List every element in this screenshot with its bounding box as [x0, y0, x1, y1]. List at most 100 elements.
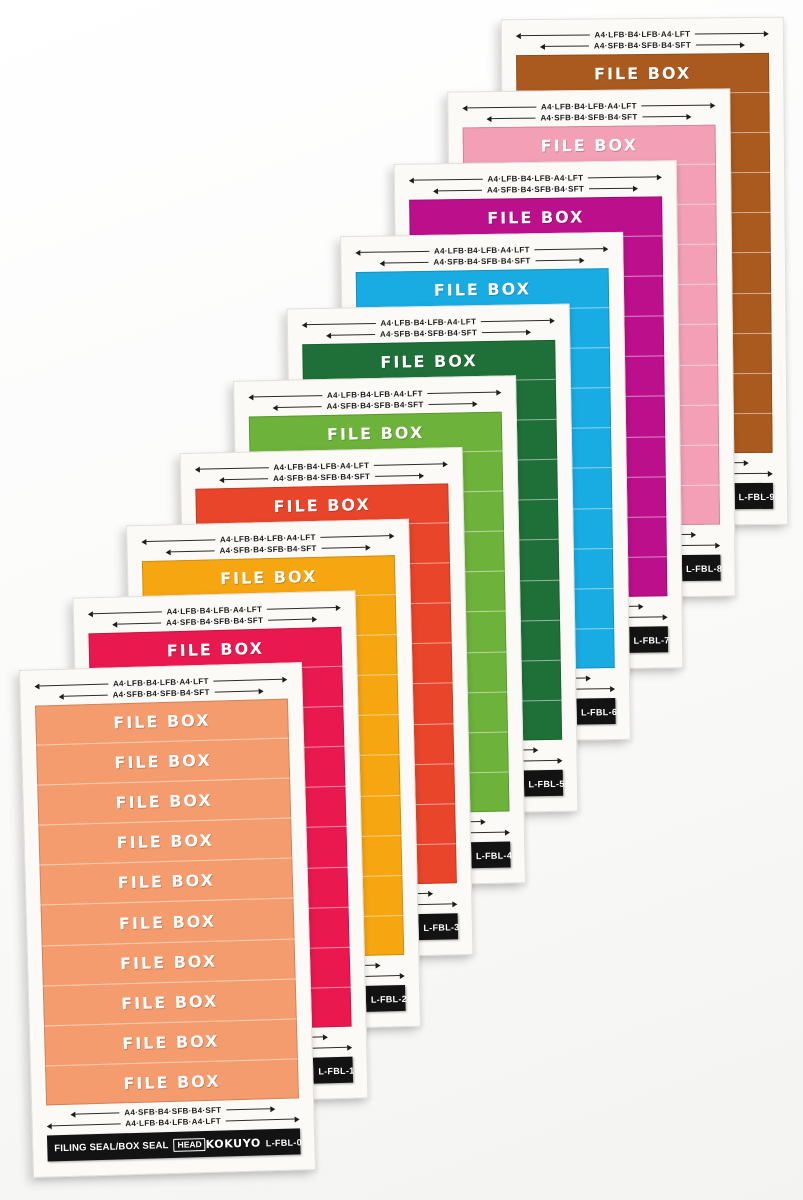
size-guide-top-short: A4·SFB·B4·SFB·B4·SFT	[486, 111, 692, 124]
guide-line	[75, 1112, 120, 1115]
guide-line	[384, 261, 429, 264]
size-guide-text: A4·SFB·B4·SFB·B4·SFT	[165, 615, 264, 627]
file-box-label: FILE BOX	[594, 63, 692, 84]
size-guide-text: A4·LFB·B4·LFB·A4·LFT	[380, 316, 477, 328]
label-block: FILE BOX FILE BOX FILE BOX FILE BOX FILE…	[34, 698, 300, 1106]
guide-line	[544, 45, 589, 47]
arrow-right-icon	[610, 685, 616, 692]
guide-line	[360, 250, 429, 253]
file-box-label: FILE BOX	[540, 135, 638, 156]
guide-line	[213, 678, 283, 682]
file-box-label: FILE BOX	[119, 951, 218, 973]
arrow-right-icon	[549, 317, 555, 324]
size-guide-text: A4·SFB·B4·SFB·B4·SFT	[593, 40, 692, 50]
file-box-label: FILE BOX	[118, 911, 217, 933]
guide-line	[427, 391, 497, 395]
file-box-label: FILE BOX	[115, 790, 214, 813]
guide-line	[374, 463, 443, 466]
arrow-right-icon	[579, 256, 585, 264]
guide-line	[535, 259, 580, 262]
arrow-right-icon	[428, 890, 434, 897]
label-row: FILE BOX	[45, 1059, 299, 1105]
guide-line	[51, 1123, 121, 1127]
arrow-right-icon	[419, 472, 425, 479]
guide-line	[481, 319, 550, 323]
guide-line	[170, 550, 215, 553]
file-box-label: FILE BOX	[120, 991, 219, 1014]
guide-line	[589, 187, 634, 190]
brand-logo: KOKUYO	[205, 1135, 262, 1151]
product-code: L-FBL-3	[423, 921, 460, 933]
guide-line	[321, 546, 366, 549]
product-code: L-FBL-9	[738, 491, 775, 502]
label-row: FILE BOX	[34, 698, 289, 746]
arrow-right-icon	[504, 828, 511, 836]
arrow-right-icon	[603, 245, 609, 252]
size-guide-text: A4·LFB·B4·LFB·A4·LFT	[326, 388, 423, 400]
arrow-right-icon	[632, 185, 639, 192]
file-box-label: FILE BOX	[114, 750, 212, 773]
size-guide-text: A4·SFB·B4·SFB·B4·SFT	[486, 183, 585, 195]
guide-line	[534, 248, 604, 251]
size-guide-text: A4·LFB·B4·LFB·A4·LFT	[594, 29, 691, 39]
arrow-right-icon	[365, 544, 371, 551]
size-guide-text: A4·LFB·B4·LFB·A4·LFT	[273, 460, 370, 472]
product-code: L-FBL-0	[265, 1136, 303, 1148]
guide-line	[92, 611, 162, 615]
arrow-right-icon	[480, 818, 486, 825]
product-code: L-FBL-7	[633, 634, 670, 646]
guide-line	[588, 176, 657, 179]
label-row: FILE BOX	[41, 939, 296, 987]
guide-line	[226, 1118, 295, 1122]
product-code: L-FBL-6	[580, 706, 618, 718]
guide-line	[226, 1108, 271, 1111]
guide-line	[375, 474, 420, 477]
size-guide-top-short: A4·SFB·B4·SFB·B4·SFT	[432, 183, 639, 197]
guide-line	[491, 117, 536, 120]
guide-line	[320, 535, 390, 538]
file-box-label: FILE BOX	[113, 710, 211, 733]
size-guide-text: A4·SFB·B4·SFB·B4·SFT	[433, 255, 531, 267]
arrow-right-icon	[710, 102, 716, 109]
arrow-right-icon	[442, 460, 448, 467]
guide-line	[641, 104, 711, 107]
guide-line	[413, 178, 483, 181]
product-code: L-FBL-4	[475, 849, 513, 861]
arrow-right-icon	[585, 674, 591, 681]
size-guide-top-short: A4·SFB·B4·SFB·B4·SFT	[539, 39, 745, 52]
arrow-right-icon	[743, 459, 749, 466]
guide-line	[199, 467, 269, 470]
size-guide-text: A4·SFB·B4·SFB·B4·SFT	[112, 687, 210, 699]
arrow-right-icon	[389, 532, 395, 539]
size-guide-top-short: A4·SFB·B4·SFB·B4·SFT	[326, 326, 532, 341]
arrow-right-icon	[335, 604, 341, 611]
arrow-right-icon	[739, 41, 745, 48]
arrow-right-icon	[691, 531, 697, 538]
guide-line	[63, 694, 108, 697]
guide-line	[214, 690, 259, 693]
file-box-label: FILE BOX	[117, 871, 216, 893]
file-box-label: FILE BOX	[219, 566, 318, 589]
guide-line	[306, 322, 376, 326]
label-row: FILE BOX	[37, 778, 292, 826]
guide-line	[253, 395, 323, 398]
guide-line	[268, 618, 313, 621]
guide-line	[428, 403, 473, 405]
size-guide-text: A4·LFB·B4·LFB·A4·LFT	[433, 244, 530, 256]
file-box-label: FILE BOX	[326, 423, 425, 445]
arrow-right-icon	[312, 615, 318, 623]
file-box-label: FILE BOX	[123, 1071, 221, 1094]
product-code: L-FBL-1	[318, 1065, 355, 1077]
arrow-right-icon	[638, 603, 644, 610]
arrow-right-icon	[375, 962, 381, 969]
size-guide-text: A4·LFB·B4·LFB·A4·LFT	[487, 172, 584, 184]
guide-line	[482, 331, 527, 334]
arrow-right-icon	[525, 328, 532, 335]
arrow-right-icon	[767, 470, 773, 477]
label-sheet-l-fbl-0: A4·LFB·B4·LFB·A4·LFT A4·SFB·B4·SFB·B4·SF…	[18, 662, 317, 1178]
arrow-right-icon	[258, 687, 264, 694]
guide-line	[224, 478, 269, 481]
file-box-label: FILE BOX	[433, 279, 532, 300]
